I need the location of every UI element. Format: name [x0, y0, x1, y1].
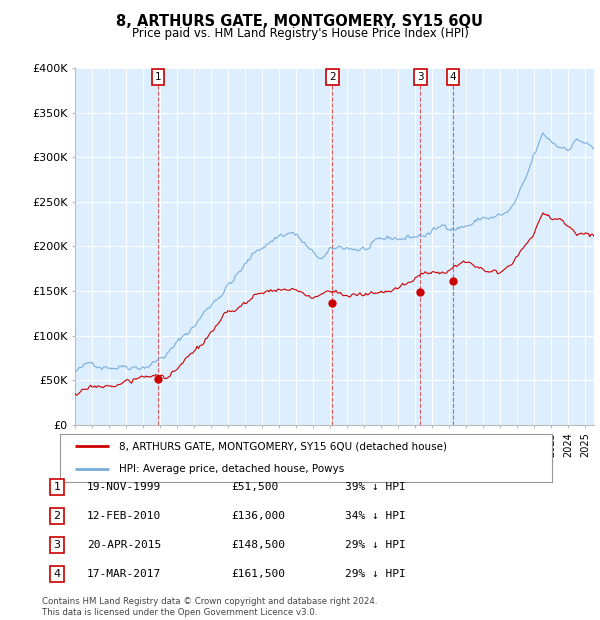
Text: 4: 4	[449, 72, 456, 82]
Text: £148,500: £148,500	[231, 540, 285, 550]
Text: HPI: Average price, detached house, Powys: HPI: Average price, detached house, Powy…	[119, 464, 344, 474]
Text: 8, ARTHURS GATE, MONTGOMERY, SY15 6QU (detached house): 8, ARTHURS GATE, MONTGOMERY, SY15 6QU (d…	[119, 441, 447, 451]
Text: 20-APR-2015: 20-APR-2015	[87, 540, 161, 550]
Text: 19-NOV-1999: 19-NOV-1999	[87, 482, 161, 492]
Text: 29% ↓ HPI: 29% ↓ HPI	[345, 540, 406, 550]
Text: £136,000: £136,000	[231, 511, 285, 521]
Text: £161,500: £161,500	[231, 569, 285, 579]
Text: Price paid vs. HM Land Registry's House Price Index (HPI): Price paid vs. HM Land Registry's House …	[131, 27, 469, 40]
Text: 3: 3	[53, 540, 61, 550]
Text: 3: 3	[417, 72, 424, 82]
Text: 2: 2	[329, 72, 335, 82]
Text: 39% ↓ HPI: 39% ↓ HPI	[345, 482, 406, 492]
Text: £51,500: £51,500	[231, 482, 278, 492]
Text: 8, ARTHURS GATE, MONTGOMERY, SY15 6QU: 8, ARTHURS GATE, MONTGOMERY, SY15 6QU	[116, 14, 484, 29]
Text: 34% ↓ HPI: 34% ↓ HPI	[345, 511, 406, 521]
Text: 17-MAR-2017: 17-MAR-2017	[87, 569, 161, 579]
Text: 29% ↓ HPI: 29% ↓ HPI	[345, 569, 406, 579]
Text: 12-FEB-2010: 12-FEB-2010	[87, 511, 161, 521]
Text: 2: 2	[53, 511, 61, 521]
Text: Contains HM Land Registry data © Crown copyright and database right 2024.
This d: Contains HM Land Registry data © Crown c…	[42, 598, 377, 617]
Text: 1: 1	[155, 72, 161, 82]
Text: 1: 1	[53, 482, 61, 492]
Text: 4: 4	[53, 569, 61, 579]
